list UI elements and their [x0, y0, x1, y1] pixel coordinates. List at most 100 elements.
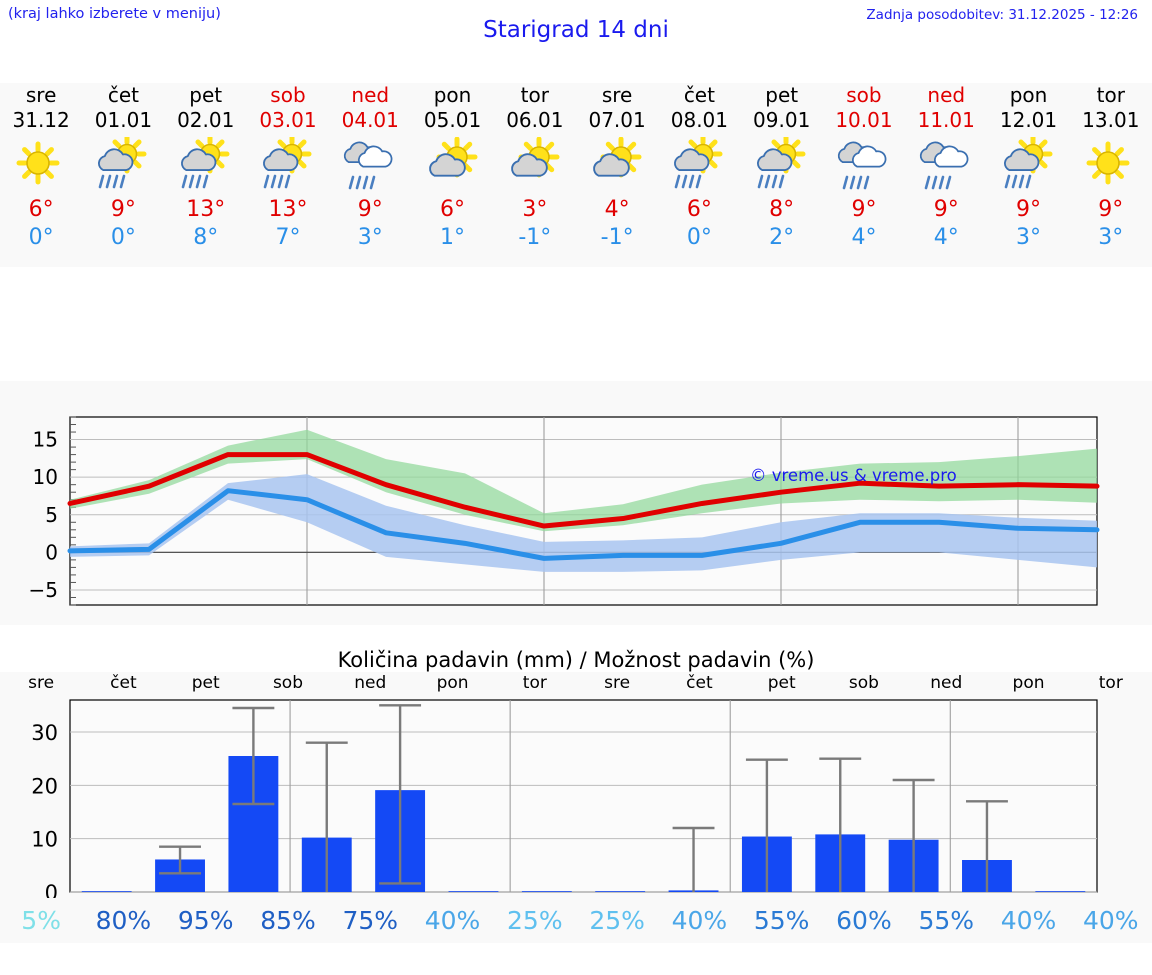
day-name: čet [107, 83, 139, 107]
cloud-rain-icon [833, 137, 895, 193]
day-min-temp: 3° [1098, 225, 1124, 250]
day-max-temp: 9° [851, 197, 877, 222]
day-column[interactable]: ned 04.01 9° 3° [329, 83, 411, 267]
day-date: 10.01 [835, 108, 893, 132]
precipitation-chart-panel: 0 10 20 30 [0, 672, 1152, 925]
day-min-temp: 7° [275, 225, 301, 250]
sun-cloud-icon [504, 137, 566, 193]
day-min-temp: 3° [1016, 225, 1042, 250]
precipitation-probability: 55% [918, 906, 975, 935]
day-column[interactable]: pet 02.01 13° 8° [165, 83, 247, 267]
day-column[interactable]: tor 13.01 9° 3° [1070, 83, 1152, 267]
day-column[interactable]: čet 08.01 6° 0° [658, 83, 740, 267]
day-date: 12.01 [999, 108, 1058, 132]
day-name: tor [520, 83, 549, 107]
day-name: pet [765, 83, 799, 107]
precipitation-day-label: sre [28, 673, 55, 693]
svg-text:10: 10 [33, 465, 58, 489]
day-max-temp: 13° [186, 197, 226, 222]
cloud-rain-icon [339, 137, 401, 193]
day-min-temp: 2° [769, 225, 795, 250]
sun-icon [1080, 137, 1142, 193]
precipitation-probability: 75% [342, 906, 399, 935]
precipitation-probability: 40% [424, 906, 481, 935]
day-column[interactable]: čet 01.01 9° 0° [82, 83, 164, 267]
sun-cloud-rain-icon [92, 137, 154, 193]
day-column[interactable]: tor 06.01 3° -1° [494, 83, 576, 267]
day-max-temp: 8° [769, 197, 795, 222]
day-name: pet [189, 83, 223, 107]
svg-text:15: 15 [33, 428, 58, 452]
sun-icon [10, 137, 72, 193]
day-column[interactable]: pet 09.01 8° 2° [741, 83, 823, 267]
day-max-temp: 13° [268, 197, 308, 222]
day-max-temp: 4° [604, 197, 630, 222]
day-column[interactable]: pon 05.01 6° 1° [411, 83, 493, 267]
day-date: 06.01 [506, 108, 564, 132]
day-min-temp: 3° [357, 225, 383, 250]
day-name: pon [433, 83, 472, 107]
precipitation-day-label: ned [930, 673, 963, 693]
day-column[interactable]: sob 10.01 9° 4° [823, 83, 905, 267]
day-forecast-strip: sre 31.12 6° 0° čet 01.01 9° 0° pet 02.01 … [0, 83, 1152, 267]
svg-text:30: 30 [31, 721, 58, 745]
location-hint[interactable]: (kraj lahko izberete v meniju) [8, 6, 221, 22]
day-max-temp: 9° [357, 197, 383, 222]
sun-cloud-rain-icon [998, 137, 1060, 193]
day-date: 03.01 [259, 108, 317, 132]
precipitation-day-label: čet [110, 673, 137, 693]
precipitation-chart-title: Količina padavin (mm) / Možnost padavin … [337, 648, 815, 672]
day-date: 09.01 [753, 108, 811, 132]
precipitation-probability: 40% [1083, 906, 1139, 935]
day-column[interactable]: sob 03.01 13° 7° [247, 83, 329, 267]
day-column[interactable]: sre 31.12 6° 0° [0, 83, 82, 267]
cloud-rain-icon [915, 137, 977, 193]
day-name: tor [1096, 83, 1125, 107]
day-column[interactable]: sre 07.01 4° -1° [576, 83, 658, 267]
precipitation-day-label: ned [354, 673, 387, 693]
day-date: 13.01 [1082, 108, 1140, 132]
precipitation-probability: 60% [836, 906, 892, 935]
precipitation-probability: 40% [671, 906, 728, 935]
precipitation-probability: 55% [753, 906, 810, 935]
precipitation-probability: 25% [507, 906, 563, 935]
sun-cloud-icon [586, 137, 648, 193]
temperature-chart-panel: 15 10 5 0 −5 [0, 381, 1152, 625]
day-min-temp: -1° [518, 225, 552, 250]
day-date: 07.01 [588, 108, 646, 132]
svg-text:20: 20 [31, 774, 58, 798]
day-date: 01.01 [94, 108, 153, 132]
precipitation-day-label: pon [1012, 673, 1045, 693]
page-title: Starigrad 14 dni [483, 17, 669, 43]
day-date: 05.01 [423, 108, 482, 132]
day-min-temp: 4° [851, 225, 877, 250]
precipitation-probability: 40% [1000, 906, 1057, 935]
day-max-temp: 3° [522, 197, 548, 222]
day-max-temp: 9° [110, 197, 136, 222]
day-min-temp: 4° [933, 225, 959, 250]
day-min-temp: 8° [193, 225, 219, 250]
day-max-temp: 9° [1016, 197, 1042, 222]
day-max-temp: 6° [686, 197, 712, 222]
day-max-temp: 9° [1098, 197, 1124, 222]
day-date: 04.01 [341, 108, 399, 132]
day-column[interactable]: ned 11.01 9° 4° [905, 83, 987, 267]
sun-cloud-rain-icon [175, 137, 237, 193]
day-name: sob [270, 83, 306, 107]
day-date: 31.12 [12, 108, 70, 132]
day-date: 02.01 [177, 108, 235, 132]
day-name: pon [1009, 83, 1048, 107]
precipitation-day-label: čet [686, 673, 713, 693]
precipitation-probability-row: 5% 80% 95% 85% 75% 40% 25% 25% 40% 55% 60% 55% 40% 40… [0, 898, 1152, 943]
day-name: sob [846, 83, 882, 107]
precipitation-probability: 80% [95, 906, 152, 935]
day-column[interactable]: pon 12.01 9° 3° [987, 83, 1069, 267]
day-max-temp: 6° [440, 197, 466, 222]
temperature-chart: 15 10 5 0 −5 [29, 416, 1100, 606]
header-bar: (kraj lahko izberete v meniju) Starigrad… [0, 0, 1152, 62]
svg-text:−5: −5 [29, 578, 58, 602]
day-name: sre [25, 83, 57, 107]
day-name: ned [927, 83, 966, 107]
day-max-temp: 6° [28, 197, 54, 222]
